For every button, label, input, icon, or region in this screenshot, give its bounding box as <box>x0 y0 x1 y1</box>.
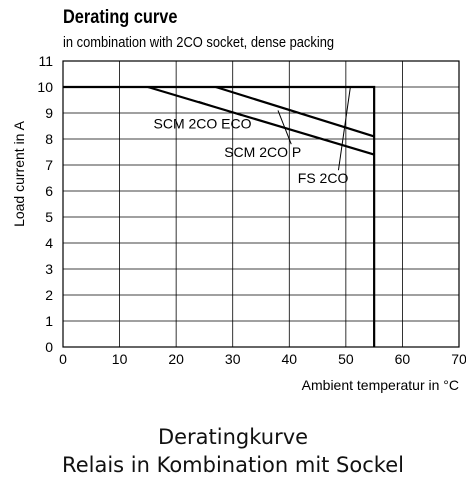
x-tick-label: 40 <box>281 351 297 367</box>
annotation-pointer-line <box>337 86 351 171</box>
y-tick-label: 7 <box>45 157 53 173</box>
series-annotation-label: FS 2CO <box>298 170 349 186</box>
y-tick-label: 10 <box>37 79 53 95</box>
x-tick-label: 10 <box>112 351 128 367</box>
chart-subtitle: in combination with 2CO socket, dense pa… <box>63 34 335 51</box>
series-line-scm-2co-p <box>215 85 375 138</box>
y-tick-label: 4 <box>45 235 53 251</box>
x-tick-label: 70 <box>451 351 466 367</box>
series-line-scm-2co-eco <box>147 85 375 156</box>
y-tick-label: 5 <box>45 209 53 225</box>
caption-subtitle: Relais in Kombination mit Sockel <box>62 453 404 477</box>
y-tick-label: 2 <box>45 287 53 303</box>
x-tick-label: 50 <box>338 351 354 367</box>
plot-frame <box>62 60 460 348</box>
x-axis-label: Ambient temperatur in °C <box>302 377 459 393</box>
y-tick-label: 1 <box>45 313 53 329</box>
chart-title: Derating curve <box>63 7 178 28</box>
x-tick-label: 60 <box>395 351 411 367</box>
series-annotation-label: SCM 2CO P <box>224 144 301 160</box>
x-tick-label: 30 <box>225 351 241 367</box>
series-annotation-label: SCM 2CO ECO <box>154 116 252 132</box>
annotation-pointer-line <box>277 110 292 145</box>
y-tick-label: 3 <box>45 261 53 277</box>
series-line-fs-2co <box>63 85 376 347</box>
x-tick-label: 0 <box>59 351 67 367</box>
y-tick-label: 11 <box>38 53 53 69</box>
x-tick-label: 20 <box>168 351 184 367</box>
y-tick-label: 8 <box>45 131 53 147</box>
annotation-pointer-line <box>198 100 242 117</box>
y-tick-label: 9 <box>45 105 53 121</box>
y-tick-label: 6 <box>45 183 53 199</box>
y-axis-label: Load current in A <box>11 120 27 227</box>
derating-chart: 0 1 2 3 4 5 6 7 8 9 10 11 0 10 20 30 40 50 60 70 SCM 2CO ECO… <box>11 53 466 393</box>
y-tick-label: 0 <box>45 339 53 355</box>
caption-title: Deratingkurve <box>157 425 309 449</box>
